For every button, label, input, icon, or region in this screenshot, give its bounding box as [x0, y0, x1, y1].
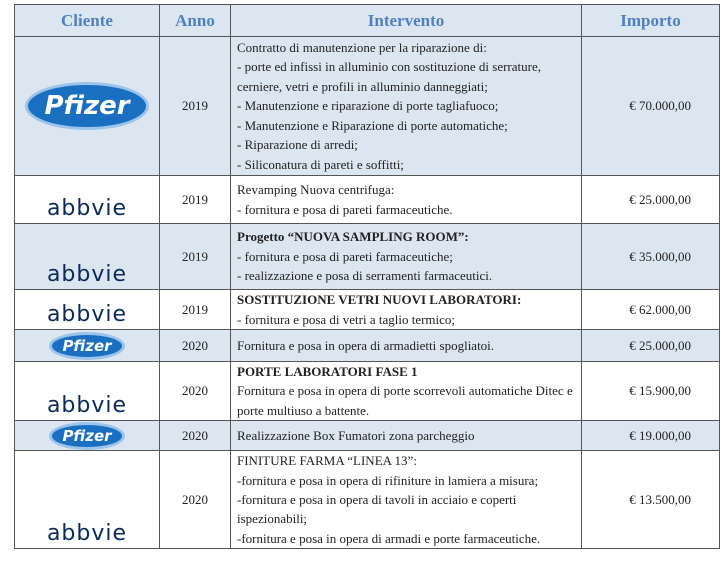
client-cell: abbvie [14, 175, 160, 224]
intervention-line: -fornitura e posa in opera di rifiniture… [237, 472, 539, 488]
intervention-line: Fornitura e posa in opera di armadietti … [237, 337, 495, 353]
client-logo: Pfizer [52, 334, 122, 357]
table-row: abbvie 2019 SOSTITUZIONE VETRI NUOVI LABOR… [14, 289, 720, 330]
intervention-cell: PORTE LABORATORI FASE 1 Fornitura e posa … [230, 360, 582, 422]
intervention-line: -fornitura e posa in opera di armadi e p… [237, 530, 541, 546]
intervention-cell: Fornitura e posa in opera di armadietti … [230, 329, 582, 362]
table-row: Pfizer 2020 Fornitura e posa in opera di a… [14, 329, 720, 362]
intervention-cell: Contratto di manutenzione per la riparaz… [230, 36, 582, 176]
header-cell: Importo [581, 4, 720, 37]
client-cell: abbvie [14, 450, 160, 550]
intervention-line: - Manutenzione e riparazione di porte ta… [237, 98, 499, 114]
year-cell: 2020 [159, 420, 231, 452]
amount-cell: € 35.000,00 [581, 223, 720, 290]
client-logo: Pfizer [28, 85, 146, 127]
table-row: abbvie 2020 PORTE LABORATORI FASE 1 Fornitu… [14, 360, 720, 422]
amount-cell: € 25.000,00 [581, 329, 720, 362]
header-row: Cliente Anno Intervento Importo [14, 4, 720, 37]
table-row: Pfizer 2019 Contratto di manutenzione per … [14, 36, 720, 176]
intervention-line: - porte ed infissi in alluminio con sost… [237, 59, 541, 94]
intervention-line: FINITURE FARMA “LINEA 13”: [237, 453, 417, 469]
intervention-line: - Siliconatura di pareti e soffitti; [237, 156, 404, 172]
year-cell: 2020 [159, 360, 231, 422]
intervention-line: - fornitura e posa di pareti farmaceutic… [237, 248, 453, 264]
table-row: abbvie 2019 Progetto “NUOVA SAMPLING ROOM”… [14, 223, 720, 290]
table-row: Pfizer 2020 Realizzazione Box Fumatori zon… [14, 420, 720, 452]
table: Cliente Anno Intervento Importo Pfizer 20… [14, 4, 720, 550]
intervention-line: -fornitura e posa in opera di tavoli in … [237, 492, 517, 527]
client-cell: abbvie [14, 360, 160, 422]
year-cell: 2019 [159, 175, 231, 224]
intervention-line: - realizzazione e posa di serramenti far… [237, 268, 493, 284]
header-cell: Cliente [14, 4, 160, 37]
client-logo: abbvie [46, 521, 128, 547]
year-cell: 2020 [159, 450, 231, 550]
client-cell: abbvie [14, 289, 160, 330]
table-row: abbvie 2020 FINITURE FARMA “LINEA 13”: -for… [14, 450, 720, 550]
client-cell: abbvie [14, 223, 160, 290]
amount-cell: € 62.000,00 [581, 289, 720, 330]
intervention-line: Fornitura e posa in opera di porte scorr… [237, 383, 573, 418]
table-row: abbvie 2019 Revamping Nuova centrifuga: - f… [14, 175, 720, 224]
intervention-line: - Riparazione di arredi; [237, 137, 358, 153]
amount-cell: € 25.000,00 [581, 175, 720, 224]
intervention-line: Revamping Nuova centrifuga: [237, 182, 395, 198]
intervention-cell: Revamping Nuova centrifuga: - fornitura e… [230, 175, 582, 224]
year-cell: 2019 [159, 223, 231, 290]
client-logo: abbvie [46, 393, 128, 419]
client-logo: abbvie [46, 302, 128, 327]
year-cell: 2019 [159, 289, 231, 330]
intervention-cell: Realizzazione Box Fumatori zona parchegg… [230, 420, 582, 452]
client-cell: Pfizer [14, 420, 160, 452]
year-cell: 2019 [159, 36, 231, 176]
year-cell: 2020 [159, 329, 231, 362]
intervention-title: SOSTITUZIONE VETRI NUOVI LABORATORI: [237, 292, 522, 308]
intervention-line: Realizzazione Box Fumatori zona parchegg… [237, 428, 475, 444]
intervention-cell: SOSTITUZIONE VETRI NUOVI LABORATORI: - fo… [230, 289, 582, 330]
header-cell: Intervento [230, 4, 582, 37]
intervention-line: - Manutenzione e Riparazione di porte au… [237, 117, 508, 133]
amount-cell: € 70.000,00 [581, 36, 720, 176]
amount-cell: € 13.500,00 [581, 450, 720, 550]
amount-cell: € 15.900,00 [581, 360, 720, 422]
intervention-title: Progetto “NUOVA SAMPLING ROOM”: [237, 229, 469, 245]
header-cell: Anno [159, 4, 231, 37]
client-logo: abbvie [46, 262, 128, 287]
client-cell: Pfizer [14, 36, 160, 176]
client-logo: Pfizer [52, 424, 122, 447]
intervention-title: PORTE LABORATORI FASE 1 [237, 364, 418, 379]
client-logo: abbvie [46, 196, 128, 221]
intervention-line: Contratto di manutenzione per la riparaz… [237, 40, 487, 56]
amount-cell: € 19.000,00 [581, 420, 720, 452]
intervention-line: - fornitura e posa di pareti farmaceutic… [237, 201, 453, 217]
intervention-line: - fornitura e posa di vetri a taglio ter… [237, 311, 456, 327]
client-cell: Pfizer [14, 329, 160, 362]
intervention-cell: Progetto “NUOVA SAMPLING ROOM”: - fornitu… [230, 223, 582, 290]
intervention-cell: FINITURE FARMA “LINEA 13”: -fornitura e p… [230, 450, 582, 550]
